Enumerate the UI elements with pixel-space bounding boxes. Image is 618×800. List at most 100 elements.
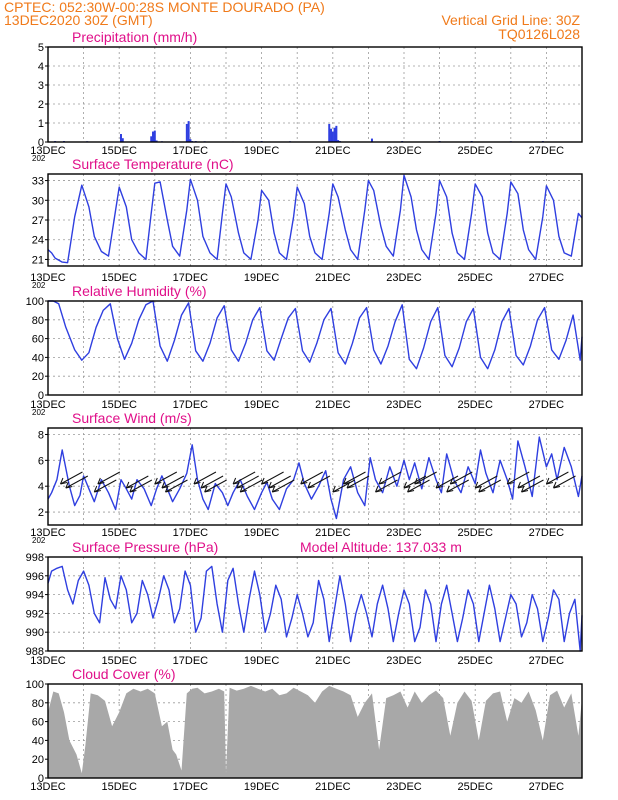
- x-tick-label: 15DEC: [101, 272, 137, 284]
- precip-bar: [119, 134, 122, 142]
- panel-frame: [47, 683, 583, 779]
- x-tick-label: 13DEC: [30, 527, 66, 539]
- wind-arrow: [65, 475, 89, 489]
- wind-arrow: [545, 471, 569, 485]
- panel-title: Relative Humidity (%): [72, 283, 207, 299]
- x-tick-label: 13DEC: [30, 145, 66, 157]
- panel-frame: [47, 300, 583, 396]
- panel-4: 988 990 992 994 996 998 13DEC 15DEC 17DEC 19DEC 21…: [26, 539, 583, 667]
- x-tick-label: 23DEC: [386, 655, 422, 667]
- wind-arrow: [193, 471, 217, 485]
- x-tick-label: 23DEC: [386, 781, 422, 793]
- x-tick-label: 13DEC: [30, 781, 66, 793]
- precip-bar: [337, 140, 340, 142]
- x-tick-label: 15DEC: [101, 145, 137, 157]
- x-tick-label: 17DEC: [173, 655, 209, 667]
- x-year-label: 202: [32, 154, 46, 163]
- panel-2: 0 20 40 60 80 100 13DEC 15DEC 17DEC 19DEC 21DEC 23D…: [26, 283, 583, 417]
- y-tick-label: 80: [32, 315, 44, 327]
- panel-title: Cloud Cover (%): [72, 666, 175, 682]
- x-tick-label: 25DEC: [457, 272, 493, 284]
- cloud-cover-area: [48, 685, 582, 778]
- panel-title: Precipitation (mm/h): [72, 29, 197, 45]
- y-tick-label: 4: [38, 61, 44, 73]
- precip-bar: [121, 138, 124, 142]
- x-tick-label: 19DEC: [244, 272, 280, 284]
- y-tick-label: 100: [26, 679, 44, 691]
- x-tick-label: 27DEC: [529, 527, 565, 539]
- x-tick-label: 13DEC: [30, 272, 66, 284]
- y-tick-label: 21: [32, 254, 44, 266]
- x-tick-label: 21DEC: [315, 655, 351, 667]
- y-tick-label: 24: [32, 235, 44, 247]
- x-tick-label: 21DEC: [315, 399, 351, 411]
- x-tick-label: 27DEC: [529, 781, 565, 793]
- y-tick-label: 80: [32, 698, 44, 710]
- precip-bar: [370, 138, 373, 142]
- series-line-3: [47, 436, 583, 520]
- wind-arrow: [478, 479, 501, 493]
- precip-bar: [152, 131, 155, 142]
- y-tick-label: 6: [38, 455, 44, 467]
- y-tick-label: 988: [26, 646, 44, 658]
- wind-arrow: [307, 475, 331, 489]
- y-tick-label: 0: [38, 773, 44, 785]
- x-tick-label: 15DEC: [101, 399, 137, 411]
- wind-arrow: [378, 471, 402, 485]
- wind-arrow: [165, 479, 188, 493]
- x-tick-label: 17DEC: [173, 272, 209, 284]
- x-tick-label: 23DEC: [386, 145, 422, 157]
- wind-arrow: [97, 471, 121, 485]
- x-tick-label: 21DEC: [315, 781, 351, 793]
- series-line-2: [48, 300, 583, 370]
- y-tick-label: 4: [38, 481, 44, 493]
- y-tick-label: 60: [32, 334, 44, 346]
- wind-arrow: [239, 479, 263, 493]
- x-tick-label: 27DEC: [529, 272, 565, 284]
- x-tick-label: 13DEC: [30, 655, 66, 667]
- x-tick-label: 21DEC: [315, 145, 351, 157]
- y-tick-label: 100: [26, 296, 44, 308]
- panel-5: 0 20 40 60 80 100 13DEC 15DEC 17DEC 19DEC 21DEC 23D…: [26, 666, 583, 793]
- x-tick-label: 27DEC: [529, 145, 565, 157]
- y-tick-label: 2: [38, 99, 44, 111]
- header-model-id: TQ0126L028: [498, 26, 580, 42]
- wind-arrow: [154, 471, 178, 485]
- y-tick-label: 992: [26, 608, 44, 620]
- header-grid-line-note: Vertical Grid Line: 30Z: [441, 12, 580, 28]
- wind-arrow: [435, 475, 459, 489]
- header-date-line: 13DEC2020 30Z (GMT): [4, 12, 153, 28]
- panel-frame: [47, 427, 583, 526]
- x-tick-label: 17DEC: [173, 145, 209, 157]
- panel-annotation: Model Altitude: 137.033 m: [300, 539, 462, 555]
- wind-arrow: [129, 479, 153, 493]
- precip-bar: [333, 127, 336, 142]
- x-tick-label: 23DEC: [386, 272, 422, 284]
- y-tick-label: 0: [38, 390, 44, 402]
- x-tick-label: 15DEC: [101, 781, 137, 793]
- panel-1: 21 24 27 30 33 13DEC 15DEC 17DEC 19DEC 21DEC 23DEC…: [30, 156, 583, 290]
- y-tick-label: 996: [26, 571, 44, 583]
- precip-bar: [150, 136, 153, 142]
- x-tick-label: 21DEC: [315, 272, 351, 284]
- wind-arrow: [204, 479, 227, 493]
- x-tick-label: 19DEC: [244, 399, 280, 411]
- wind-arrow: [414, 471, 437, 485]
- x-tick-label: 19DEC: [244, 145, 280, 157]
- y-tick-label: 27: [32, 215, 44, 227]
- wind-arrow: [553, 475, 576, 489]
- wind-arrow: [346, 475, 370, 489]
- y-tick-label: 60: [32, 717, 44, 729]
- precip-bar: [335, 125, 338, 142]
- x-tick-label: 27DEC: [529, 399, 565, 411]
- y-tick-label: 8: [38, 429, 44, 441]
- panel-title: Surface Temperature (nC): [72, 156, 234, 172]
- wind-arrow: [521, 479, 544, 493]
- wind-arrow: [332, 479, 356, 493]
- wind-arrow: [59, 471, 83, 485]
- y-tick-label: 5: [38, 42, 44, 54]
- y-tick-label: 40: [32, 352, 44, 364]
- panel-title: Surface Wind (m/s): [72, 410, 192, 426]
- wind-arrow: [236, 475, 259, 489]
- x-tick-label: 23DEC: [386, 399, 422, 411]
